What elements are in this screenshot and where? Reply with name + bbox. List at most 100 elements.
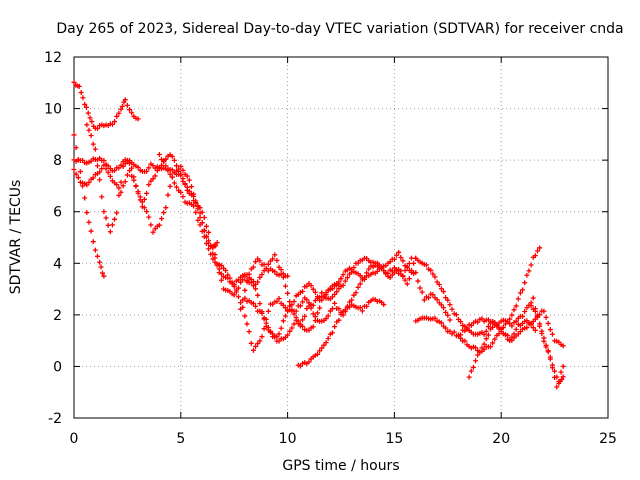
data-point bbox=[541, 308, 547, 314]
chart-title: Day 265 of 2023, Sidereal Day-to-day VTE… bbox=[56, 21, 623, 37]
data-point bbox=[289, 302, 295, 308]
y-tick-label: 8 bbox=[53, 153, 62, 169]
x-tick-label: 20 bbox=[492, 431, 510, 447]
data-point bbox=[310, 286, 316, 292]
data-point bbox=[338, 276, 344, 282]
series-track10 bbox=[242, 255, 419, 344]
data-point bbox=[513, 326, 519, 332]
data-point bbox=[520, 313, 526, 319]
data-point bbox=[342, 278, 348, 284]
data-point bbox=[387, 259, 393, 265]
data-point bbox=[171, 157, 177, 163]
data-point bbox=[94, 163, 100, 169]
data-point bbox=[552, 368, 558, 374]
data-point bbox=[119, 103, 125, 109]
data-point bbox=[257, 258, 263, 264]
data-point bbox=[443, 309, 449, 315]
y-tick-label: -2 bbox=[48, 411, 62, 427]
data-point bbox=[127, 158, 133, 164]
data-point bbox=[530, 325, 536, 331]
data-point bbox=[445, 297, 451, 303]
data-point bbox=[229, 279, 235, 285]
data-point bbox=[248, 340, 254, 346]
data-point bbox=[351, 292, 357, 298]
data-point bbox=[253, 259, 259, 265]
data-point bbox=[325, 313, 331, 319]
data-point bbox=[144, 190, 150, 196]
data-point bbox=[208, 251, 214, 257]
data-point bbox=[87, 115, 93, 121]
data-point bbox=[210, 245, 216, 251]
data-point bbox=[89, 119, 95, 125]
data-point bbox=[88, 132, 94, 138]
data-point bbox=[118, 189, 124, 195]
data-point bbox=[391, 256, 397, 262]
data-point bbox=[468, 368, 474, 374]
data-point bbox=[430, 271, 436, 277]
series-track1 bbox=[71, 79, 141, 131]
data-point bbox=[148, 222, 154, 228]
data-point bbox=[289, 325, 295, 331]
data-point bbox=[312, 318, 318, 324]
data-point bbox=[97, 259, 103, 265]
data-point bbox=[524, 325, 530, 331]
data-point bbox=[323, 340, 329, 346]
data-point bbox=[295, 320, 301, 326]
data-point bbox=[483, 328, 489, 334]
data-point bbox=[71, 79, 77, 85]
data-point bbox=[517, 290, 523, 296]
data-point bbox=[359, 308, 365, 314]
data-point bbox=[163, 156, 169, 162]
data-point bbox=[278, 267, 284, 273]
data-point bbox=[120, 163, 126, 169]
data-point bbox=[233, 287, 239, 293]
data-point bbox=[447, 302, 453, 308]
data-point bbox=[332, 324, 338, 330]
data-point bbox=[513, 318, 519, 324]
data-point bbox=[161, 159, 167, 165]
data-point bbox=[174, 163, 180, 169]
data-point bbox=[274, 257, 280, 263]
data-point bbox=[257, 274, 263, 280]
data-point bbox=[165, 166, 171, 172]
data-point bbox=[73, 171, 79, 177]
data-point bbox=[94, 253, 100, 259]
data-point bbox=[334, 289, 340, 295]
data-point bbox=[336, 317, 342, 323]
data-point bbox=[507, 316, 513, 322]
data-point bbox=[171, 180, 177, 186]
data-point bbox=[227, 275, 233, 281]
data-point bbox=[180, 178, 186, 184]
data-point bbox=[402, 267, 408, 273]
data-point bbox=[214, 240, 220, 246]
data-point bbox=[304, 297, 310, 303]
data-point bbox=[212, 252, 218, 258]
data-point bbox=[105, 163, 111, 169]
data-point bbox=[206, 229, 212, 235]
data-point bbox=[197, 214, 203, 220]
data-point bbox=[366, 266, 372, 272]
data-point bbox=[537, 245, 543, 251]
data-point bbox=[105, 222, 111, 228]
data-point bbox=[242, 295, 248, 301]
x-tick-label: 0 bbox=[70, 431, 79, 447]
data-point bbox=[101, 162, 107, 168]
data-point bbox=[253, 286, 259, 292]
data-point bbox=[280, 274, 286, 280]
data-point bbox=[131, 174, 137, 180]
data-point bbox=[116, 165, 122, 171]
data-point bbox=[116, 110, 122, 116]
data-point bbox=[310, 302, 316, 308]
data-point bbox=[114, 113, 120, 119]
data-point bbox=[545, 320, 551, 326]
data-point bbox=[248, 279, 254, 285]
data-point bbox=[400, 258, 406, 264]
data-point bbox=[261, 315, 267, 321]
data-point bbox=[101, 273, 107, 279]
data-point bbox=[197, 222, 203, 228]
data-point bbox=[98, 264, 104, 270]
y-tick-label: 2 bbox=[53, 308, 62, 324]
data-point bbox=[169, 167, 175, 173]
data-point bbox=[329, 330, 335, 336]
data-point bbox=[255, 279, 261, 285]
